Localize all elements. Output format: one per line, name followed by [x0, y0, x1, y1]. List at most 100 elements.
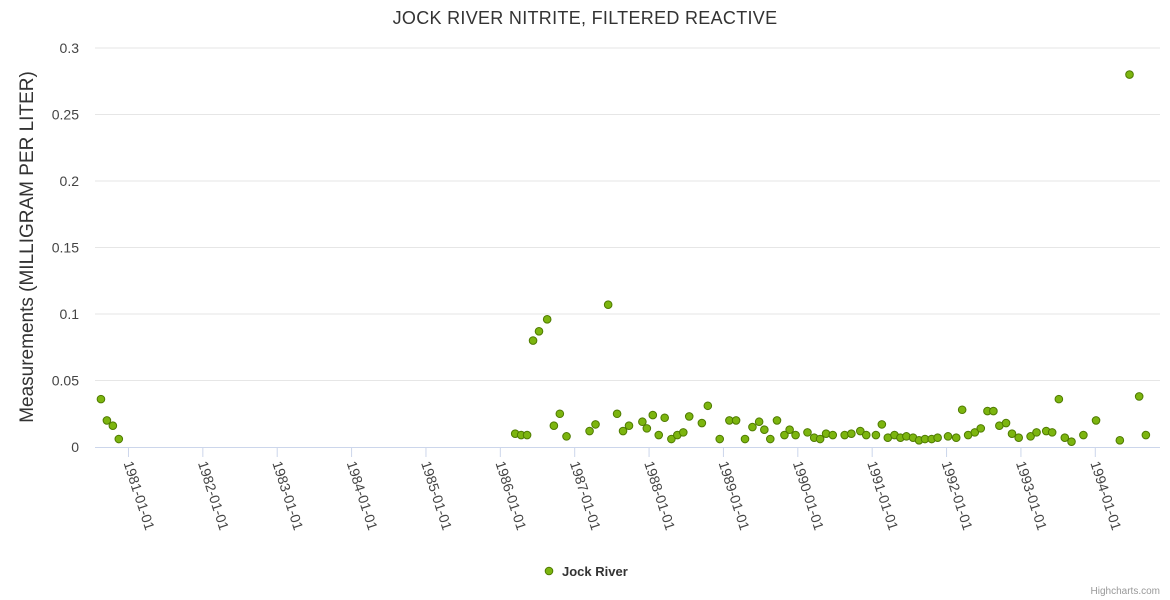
x-tick-label: 1981-01-01 — [121, 459, 158, 532]
data-point[interactable] — [803, 428, 812, 437]
data-point[interactable] — [1079, 430, 1088, 440]
data-point[interactable] — [1067, 437, 1076, 446]
data-point[interactable] — [731, 416, 741, 425]
data-point[interactable] — [703, 401, 713, 411]
data-point[interactable] — [861, 430, 871, 440]
data-point[interactable] — [522, 430, 532, 440]
data-point[interactable] — [667, 434, 676, 444]
data-point[interactable] — [618, 426, 628, 436]
x-tick-label: 1982-01-01 — [195, 459, 232, 532]
data-point[interactable] — [534, 326, 544, 336]
data-point[interactable] — [871, 430, 881, 440]
y-tick-label: 0.3 — [60, 40, 80, 56]
data-point[interactable] — [989, 406, 998, 416]
data-point[interactable] — [1125, 70, 1134, 79]
data-point[interactable] — [603, 300, 613, 309]
data-point[interactable] — [740, 434, 750, 444]
data-point[interactable] — [815, 434, 825, 444]
data-point[interactable] — [970, 428, 980, 437]
data-point[interactable] — [654, 430, 664, 440]
x-tick-label: 1991-01-01 — [864, 459, 901, 532]
x-tick-label: 1994-01-01 — [1087, 459, 1124, 532]
chart-title: JOCK RIVER NITRITE, FILTERED REACTIVE — [393, 8, 778, 28]
data-point[interactable] — [1014, 433, 1023, 442]
grid-lines — [95, 47, 1160, 381]
data-point[interactable] — [660, 413, 669, 423]
data-point[interactable] — [638, 417, 647, 427]
data-point[interactable] — [715, 434, 725, 444]
y-tick-label: 0.2 — [60, 173, 80, 189]
x-tick-label: 1987-01-01 — [567, 459, 604, 532]
data-point[interactable] — [765, 434, 775, 444]
data-point[interactable] — [697, 418, 707, 428]
data-point[interactable] — [555, 409, 565, 419]
data-point[interactable] — [748, 422, 757, 432]
data-point[interactable] — [1134, 392, 1144, 401]
data-point[interactable] — [855, 426, 865, 436]
x-tick-label: 1983-01-01 — [269, 459, 306, 532]
data-point[interactable] — [648, 410, 658, 420]
x-tick-label: 1985-01-01 — [418, 459, 455, 532]
y-tick-label: 0.05 — [52, 373, 79, 389]
data-point[interactable] — [772, 416, 782, 425]
data-point[interactable] — [684, 412, 694, 421]
x-tick-label: 1990-01-01 — [790, 459, 827, 532]
data-point[interactable] — [114, 434, 124, 444]
data-point[interactable] — [96, 394, 106, 404]
y-tick-label: 0.25 — [52, 107, 79, 123]
data-point[interactable] — [754, 417, 764, 427]
data-point[interactable] — [791, 430, 800, 440]
data-point[interactable] — [528, 336, 538, 345]
x-tick-label: 1993-01-01 — [1013, 459, 1050, 532]
data-point[interactable] — [828, 430, 838, 440]
data-point[interactable] — [562, 432, 571, 441]
data-point[interactable] — [678, 428, 688, 437]
data-point[interactable] — [951, 433, 961, 442]
data-point[interactable] — [642, 424, 652, 433]
data-point[interactable] — [957, 405, 967, 415]
data-point[interactable] — [1060, 433, 1070, 442]
legend-label-jock-river[interactable]: Jock River — [562, 564, 628, 579]
data-point[interactable] — [102, 416, 112, 425]
data-point[interactable] — [624, 421, 634, 431]
data-point[interactable] — [943, 432, 953, 441]
data-point[interactable] — [612, 409, 622, 419]
y-tick-label: 0 — [71, 439, 79, 455]
legend-marker-icon[interactable] — [544, 566, 554, 576]
data-point[interactable] — [542, 315, 552, 324]
axes: 0 0.05 0.1 0.15 0.2 0.25 0.3 1981-01-01 1982-01-… — [52, 40, 1160, 532]
data-point[interactable] — [933, 433, 942, 442]
y-tick-label: 0.1 — [60, 306, 80, 322]
data-point[interactable] — [1026, 432, 1035, 441]
data-point[interactable] — [976, 424, 986, 433]
data-point[interactable] — [847, 429, 856, 439]
data-point[interactable] — [1007, 429, 1017, 439]
data-point[interactable] — [1001, 418, 1011, 428]
data-point[interactable] — [1091, 416, 1101, 425]
data-point[interactable] — [591, 420, 600, 429]
data-point[interactable] — [1141, 430, 1151, 440]
data-point[interactable] — [760, 425, 769, 435]
data-points — [96, 70, 1151, 446]
data-point[interactable] — [549, 421, 559, 431]
data-point[interactable] — [585, 426, 594, 436]
data-point[interactable] — [1047, 428, 1057, 437]
x-tick-label: 1984-01-01 — [344, 459, 381, 532]
data-point[interactable] — [1054, 394, 1064, 404]
x-tick-label: 1992-01-01 — [939, 459, 976, 532]
x-tick-label: 1986-01-01 — [492, 459, 529, 532]
x-tick-label: 1988-01-01 — [641, 459, 678, 532]
data-point[interactable] — [108, 421, 118, 431]
credits-link[interactable]: Highcharts.com — [1091, 586, 1160, 597]
y-tick-label: 0.15 — [52, 240, 79, 256]
data-point[interactable] — [1032, 428, 1041, 437]
data-point[interactable] — [785, 425, 794, 435]
data-point[interactable] — [877, 420, 887, 429]
x-tick-label: 1989-01-01 — [716, 459, 753, 532]
legend[interactable]: Jock River — [544, 564, 628, 579]
y-axis-label: Measurements (MILLIGRAM PER LITER) — [17, 71, 38, 423]
data-point[interactable] — [780, 430, 789, 440]
data-point[interactable] — [1115, 436, 1125, 445]
